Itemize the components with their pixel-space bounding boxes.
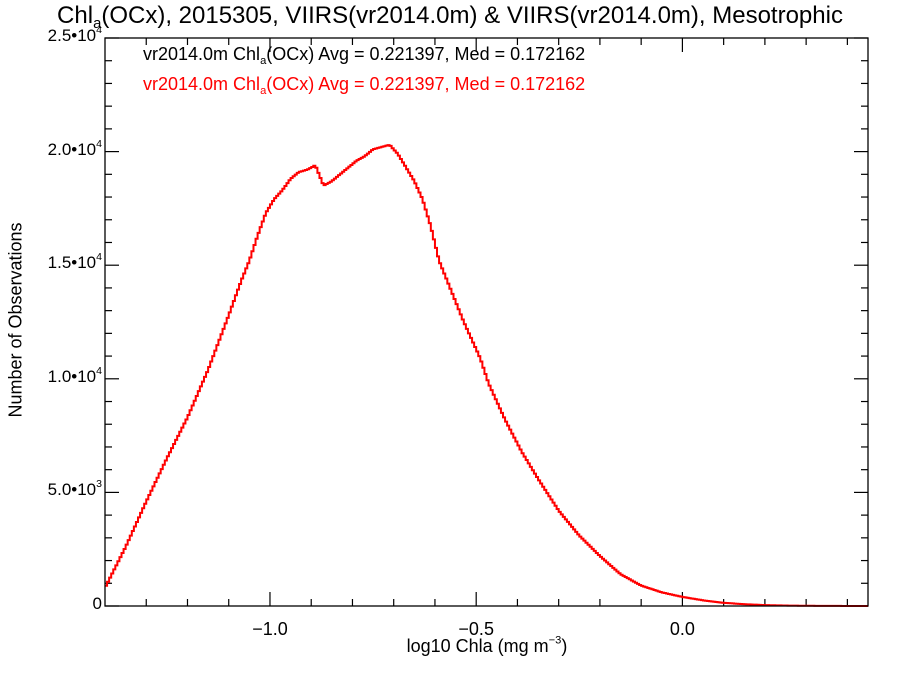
x-tick-label: 0.0 <box>669 619 695 639</box>
y-tick-label: 0 <box>92 594 102 613</box>
y-tick-label: 1.5•104 <box>47 251 102 273</box>
plot-frame <box>104 37 869 607</box>
y-tick-label: 5.0•103 <box>47 478 102 500</box>
legend-annotation-1: vr2014.0m Chla(OCx) Avg = 0.221397, Med … <box>143 44 586 67</box>
histogram-series-0 <box>105 144 868 607</box>
axis-ticks <box>105 37 868 607</box>
y-tick-label: 2.5•104 <box>47 24 102 45</box>
x-tick-label: −0.5 <box>458 619 494 639</box>
x-tick-label: −1.0 <box>252 619 288 639</box>
y-axis-label: Number of Observations <box>5 222 26 418</box>
x-axis-label: log10 Chla (mg m−3) <box>406 634 568 656</box>
series-layer <box>105 144 868 607</box>
y-tick-label: 2.0•104 <box>47 137 102 159</box>
chart-title: Chla(OCx), 2015305, VIIRS(vr2014.0m) & V… <box>57 2 843 33</box>
legend-annotation-2: vr2014.0m Chla(OCx) Avg = 0.221397, Med … <box>143 74 586 97</box>
y-tick-label: 1.0•104 <box>47 364 102 386</box>
